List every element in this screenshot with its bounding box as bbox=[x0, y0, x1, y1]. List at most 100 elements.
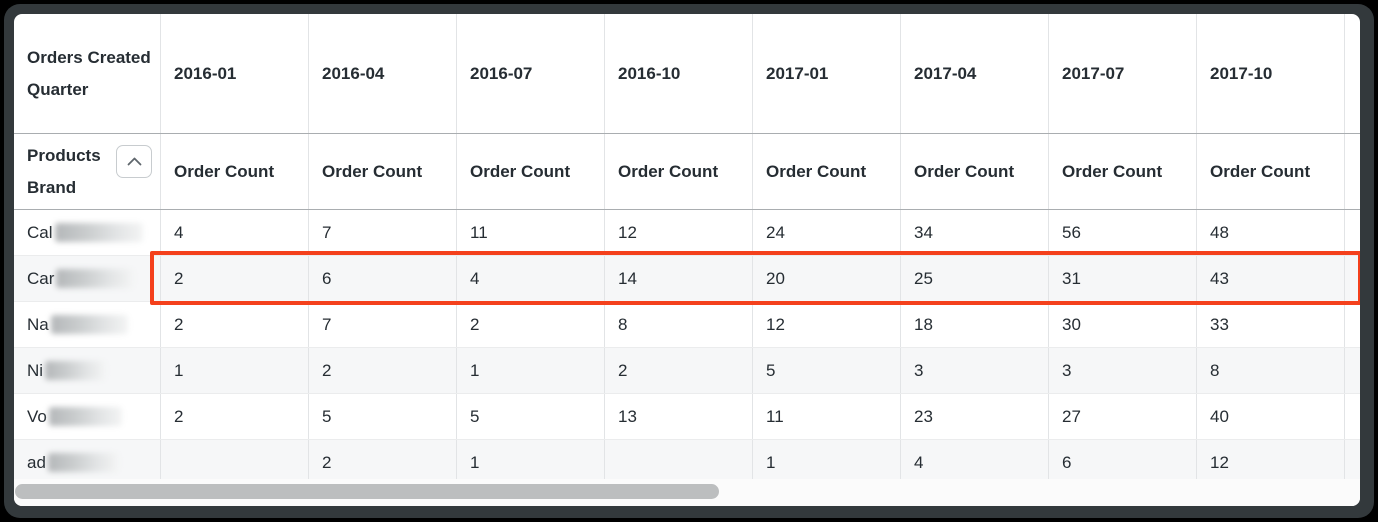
value-cell[interactable]: 30 bbox=[1048, 302, 1196, 347]
table-row-cal: Cal 4 7 11 12 24 34 56 48 bbox=[14, 210, 1360, 256]
value-cell[interactable]: 12 bbox=[752, 302, 900, 347]
value-cell[interactable]: 40 bbox=[1196, 394, 1344, 439]
horizontal-scrollbar-track[interactable] bbox=[14, 479, 1360, 506]
measure-header[interactable]: Order Count bbox=[308, 134, 456, 209]
measure-header[interactable]: Order Count bbox=[1048, 134, 1196, 209]
value-cell[interactable]: 1 bbox=[160, 348, 308, 393]
value-cell[interactable]: 4 bbox=[900, 440, 1048, 485]
measure-header[interactable]: Order Count bbox=[160, 134, 308, 209]
value-cell[interactable]: 4 bbox=[456, 256, 604, 301]
brand-prefix: Car bbox=[27, 268, 55, 288]
value-cell[interactable]: 2 bbox=[160, 256, 308, 301]
brand-prefix: Ni bbox=[27, 360, 44, 380]
row-dimension-label: Products Brand bbox=[27, 145, 101, 197]
value-cell[interactable]: 43 bbox=[1196, 256, 1344, 301]
value-cell[interactable] bbox=[604, 440, 752, 485]
brand-prefix: ad bbox=[27, 452, 46, 472]
value-cell[interactable]: 2 bbox=[604, 348, 752, 393]
value-cell[interactable]: 2 bbox=[160, 302, 308, 347]
value-cell[interactable]: 3 bbox=[900, 348, 1048, 393]
column-header-2017-04[interactable]: 2017-04 bbox=[900, 14, 1048, 133]
table-row-car-highlighted: Car 2 6 4 14 20 25 31 43 bbox=[14, 256, 1360, 302]
value-cell[interactable]: 1 bbox=[456, 348, 604, 393]
value-cell[interactable]: 31 bbox=[1048, 256, 1196, 301]
value-cell-overflow bbox=[1344, 394, 1360, 439]
value-cell[interactable]: 5 bbox=[308, 394, 456, 439]
redacted-brand-blur bbox=[45, 361, 106, 380]
measure-header[interactable]: Order Count bbox=[752, 134, 900, 209]
column-header-2017-01[interactable]: 2017-01 bbox=[752, 14, 900, 133]
measure-header-overflow bbox=[1344, 134, 1360, 209]
value-cell[interactable]: 1 bbox=[752, 440, 900, 485]
corner-header-cell: Orders Created Quarter bbox=[14, 14, 160, 133]
value-cell[interactable]: 3 bbox=[1048, 348, 1196, 393]
row-label-cell[interactable]: Ni bbox=[14, 348, 160, 393]
value-cell[interactable]: 6 bbox=[1048, 440, 1196, 485]
measure-header[interactable]: Order Count bbox=[604, 134, 752, 209]
value-cell[interactable]: 2 bbox=[308, 440, 456, 485]
table-row-vo: Vo 2 5 5 13 11 23 27 40 bbox=[14, 394, 1360, 440]
redacted-brand-blur bbox=[54, 223, 143, 242]
value-cell[interactable]: 14 bbox=[604, 256, 752, 301]
value-cell[interactable]: 48 bbox=[1196, 210, 1344, 255]
row-label-cell[interactable]: Cal bbox=[14, 210, 160, 255]
column-header-2016-10[interactable]: 2016-10 bbox=[604, 14, 752, 133]
value-cell[interactable]: 13 bbox=[604, 394, 752, 439]
horizontal-scrollbar-thumb[interactable] bbox=[15, 484, 719, 499]
table-row-na: Na 2 7 2 8 12 18 30 33 bbox=[14, 302, 1360, 348]
redacted-brand-blur bbox=[56, 269, 134, 288]
value-cell[interactable]: 8 bbox=[1196, 348, 1344, 393]
column-header-2016-01[interactable]: 2016-01 bbox=[160, 14, 308, 133]
value-cell[interactable]: 5 bbox=[752, 348, 900, 393]
value-cell[interactable]: 1 bbox=[456, 440, 604, 485]
row-dimension-header-cell: Products Brand bbox=[14, 134, 160, 209]
value-cell[interactable]: 24 bbox=[752, 210, 900, 255]
value-cell[interactable]: 20 bbox=[752, 256, 900, 301]
value-cell[interactable]: 11 bbox=[456, 210, 604, 255]
value-cell[interactable]: 18 bbox=[900, 302, 1048, 347]
value-cell-overflow bbox=[1344, 210, 1360, 255]
row-label-cell[interactable]: Car bbox=[14, 256, 160, 301]
value-cell[interactable]: 27 bbox=[1048, 394, 1196, 439]
value-cell[interactable]: 33 bbox=[1196, 302, 1344, 347]
value-cell[interactable]: 7 bbox=[308, 210, 456, 255]
value-cell[interactable]: 7 bbox=[308, 302, 456, 347]
value-cell[interactable]: 34 bbox=[900, 210, 1048, 255]
value-cell-overflow bbox=[1344, 440, 1360, 485]
value-cell[interactable] bbox=[160, 440, 308, 485]
value-cell[interactable]: 12 bbox=[604, 210, 752, 255]
redacted-brand-blur bbox=[50, 315, 128, 334]
measure-header[interactable]: Order Count bbox=[456, 134, 604, 209]
value-cell[interactable]: 23 bbox=[900, 394, 1048, 439]
row-label-cell[interactable]: ad bbox=[14, 440, 160, 485]
measure-header[interactable]: Order Count bbox=[900, 134, 1048, 209]
sort-button[interactable] bbox=[116, 145, 152, 178]
column-header-2016-07[interactable]: 2016-07 bbox=[456, 14, 604, 133]
row-label-cell[interactable]: Vo bbox=[14, 394, 160, 439]
redacted-brand-blur bbox=[47, 453, 118, 472]
value-cell[interactable]: 2 bbox=[308, 348, 456, 393]
column-header-2017-07[interactable]: 2017-07 bbox=[1048, 14, 1196, 133]
table-row-ad: ad 2 1 1 4 6 12 bbox=[14, 440, 1360, 486]
quarter-header-row: Orders Created Quarter 2016-01 2016-04 2… bbox=[14, 14, 1360, 134]
value-cell[interactable]: 11 bbox=[752, 394, 900, 439]
value-cell[interactable]: 5 bbox=[456, 394, 604, 439]
redacted-brand-blur bbox=[48, 407, 122, 426]
table-row-ni: Ni 1 2 1 2 5 3 3 8 bbox=[14, 348, 1360, 394]
pivot-table-panel: Orders Created Quarter 2016-01 2016-04 2… bbox=[14, 14, 1360, 506]
column-header-overflow bbox=[1344, 14, 1360, 133]
value-cell[interactable]: 2 bbox=[456, 302, 604, 347]
value-cell-overflow bbox=[1344, 302, 1360, 347]
value-cell[interactable]: 56 bbox=[1048, 210, 1196, 255]
row-label-cell[interactable]: Na bbox=[14, 302, 160, 347]
value-cell[interactable]: 6 bbox=[308, 256, 456, 301]
column-header-2016-04[interactable]: 2016-04 bbox=[308, 14, 456, 133]
value-cell[interactable]: 4 bbox=[160, 210, 308, 255]
value-cell[interactable]: 12 bbox=[1196, 440, 1344, 485]
value-cell[interactable]: 8 bbox=[604, 302, 752, 347]
value-cell[interactable]: 25 bbox=[900, 256, 1048, 301]
brand-prefix: Vo bbox=[27, 406, 47, 426]
value-cell[interactable]: 2 bbox=[160, 394, 308, 439]
column-header-2017-10[interactable]: 2017-10 bbox=[1196, 14, 1344, 133]
measure-header[interactable]: Order Count bbox=[1196, 134, 1344, 209]
